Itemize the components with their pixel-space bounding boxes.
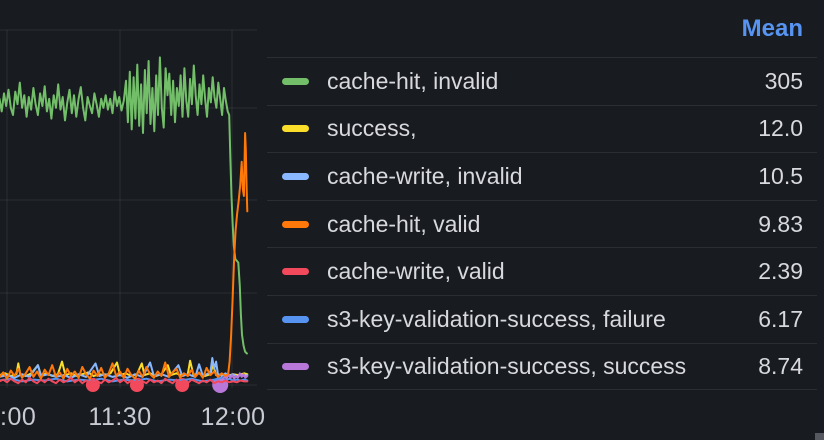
legend-row[interactable]: s3-key-validation-success, success 8.74 [267, 342, 817, 391]
series-label[interactable]: cache-write, invalid [327, 162, 523, 189]
legend-row[interactable]: cache-write, valid 2.39 [267, 247, 817, 295]
series-color-swatch[interactable] [282, 77, 309, 85]
series-mean-value: 9.83 [758, 210, 803, 237]
legend-row[interactable]: cache-write, invalid 10.5 [267, 152, 817, 200]
legend-row[interactable]: cache-hit, valid 9.83 [267, 199, 817, 248]
legend-row[interactable]: s3-key-validation-success, failure 6.17 [267, 294, 817, 343]
series-label[interactable]: cache-hit, valid [327, 210, 481, 237]
series-color-swatch[interactable] [282, 362, 309, 370]
series-label[interactable]: cache-hit, invalid [327, 67, 499, 94]
series-color-swatch[interactable] [282, 220, 309, 228]
x-axis-tick-11-00: :00 [0, 403, 37, 431]
series-mean-value: 2.39 [758, 258, 803, 285]
series-label[interactable]: s3-key-validation-success, success [327, 352, 687, 379]
legend-header: Mean [267, 0, 817, 57]
x-axis-tick-12-00: 12:00 [200, 403, 266, 431]
timeseries-chart[interactable] [0, 0, 262, 440]
series-mean-value: 305 [764, 67, 803, 94]
series-label[interactable]: cache-write, valid [327, 258, 505, 285]
series-color-swatch[interactable] [282, 172, 309, 180]
legend-row[interactable]: cache-hit, invalid 305 [267, 57, 817, 105]
legend-row[interactable]: success, 12.0 [267, 104, 817, 153]
scrollbar-thumb[interactable] [815, 433, 824, 440]
series-label[interactable]: s3-key-validation-success, failure [327, 305, 666, 332]
x-axis-tick-11-30: 11:30 [88, 403, 152, 431]
series-color-swatch[interactable] [282, 268, 309, 276]
legend-table: Mean cache-hit, invalid 305 success, 12.… [267, 0, 817, 391]
mean-column-header[interactable]: Mean [741, 14, 803, 42]
series-mean-value: 6.17 [758, 305, 803, 332]
chart-plot-area[interactable]: :00 11:30 12:00 [0, 0, 266, 440]
series-mean-value: 12.0 [758, 115, 803, 142]
series-color-swatch[interactable] [282, 315, 309, 323]
series-mean-value: 10.5 [758, 162, 803, 189]
series-mean-value: 8.74 [758, 352, 803, 379]
series-label[interactable]: success, [327, 115, 417, 142]
series-color-swatch[interactable] [282, 125, 309, 133]
